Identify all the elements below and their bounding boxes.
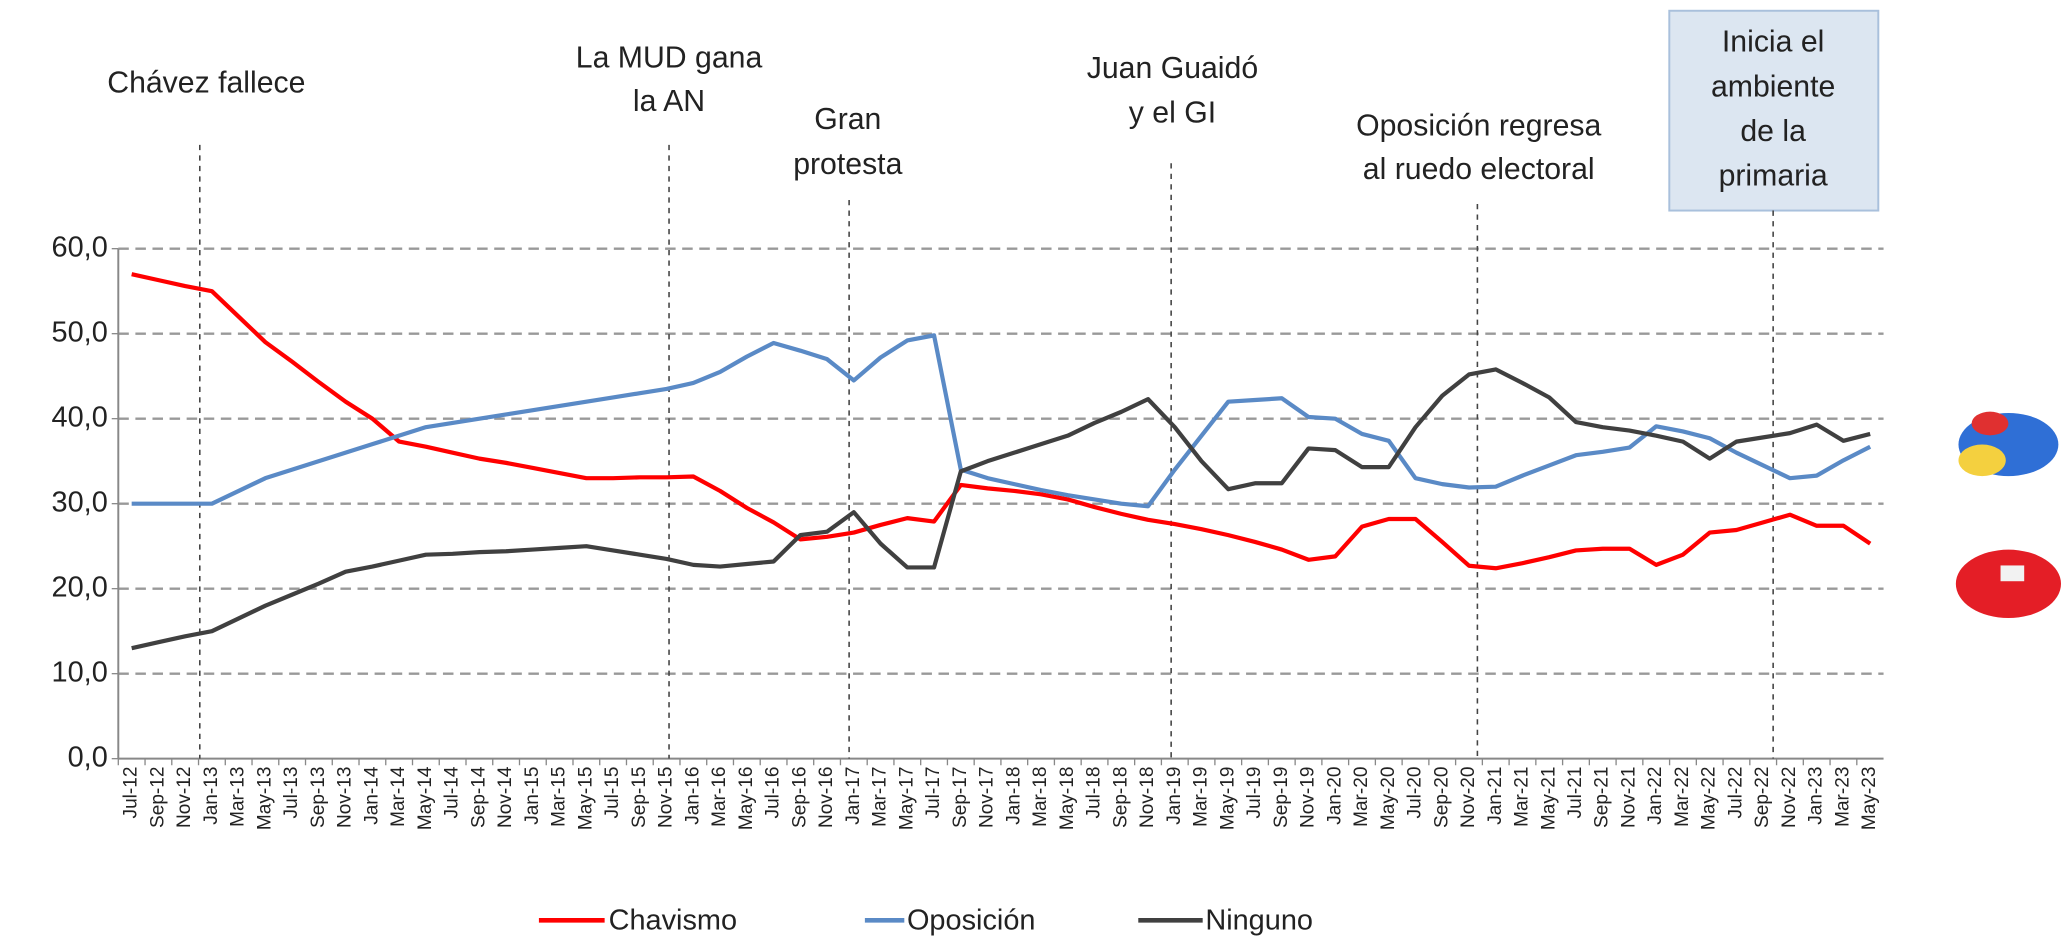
x-tick-label: Nov-13 [335, 767, 356, 828]
x-tick-label: May-14 [415, 766, 436, 830]
x-tick-label: Nov-12 [174, 767, 195, 828]
x-tick-label: Sep-18 [1110, 767, 1131, 828]
x-tick-label: Mar-19 [1191, 767, 1212, 827]
x-tick-label: Jan-13 [201, 767, 222, 825]
x-tick-label: Jul-12 [121, 767, 142, 819]
x-tick-label: Mar-22 [1672, 767, 1693, 827]
x-tick-label: Nov-14 [495, 766, 516, 828]
cap-chavismo [1955, 549, 2061, 619]
x-tick-label: May-18 [1057, 767, 1078, 831]
x-tick-label: Jan-21 [1485, 767, 1506, 825]
annotation: Gran [814, 103, 881, 136]
annotation: Juan Guaidó [1087, 52, 1258, 85]
annotation: y el GI [1129, 97, 1216, 130]
annotation: al ruedo electoral [1363, 153, 1595, 186]
x-tick-label: Sep-14 [468, 766, 489, 828]
x-tick-label: Mar-20 [1351, 767, 1372, 827]
series-line [131, 333, 1872, 509]
x-tick-label: Nov-18 [1137, 767, 1158, 828]
x-tick-label: Sep-12 [147, 767, 168, 828]
x-tick-label: Sep-21 [1592, 767, 1613, 828]
annotation: Oposición regresa [1356, 110, 1601, 143]
legend-label: Chavismo [609, 904, 738, 936]
x-tick-label: May-21 [1538, 767, 1559, 831]
x-tick-label: Nov-20 [1458, 767, 1479, 828]
x-tick-label: Sep-20 [1431, 767, 1452, 828]
x-tick-label: Mar-18 [1030, 767, 1051, 827]
x-tick-label: Sep-17 [950, 767, 971, 828]
annotation: la AN [633, 85, 705, 118]
x-tick-label: Jan-16 [682, 767, 703, 825]
annotation: primaria [1719, 160, 1828, 193]
x-tick-label: May-17 [896, 767, 917, 831]
annotation: ambiente [1711, 70, 1835, 103]
x-tick-label: Mar-14 [388, 766, 409, 827]
annotation: protesta [793, 148, 902, 181]
x-tick-label: Jan-23 [1806, 767, 1827, 825]
x-tick-label: Mar-21 [1512, 767, 1533, 827]
x-tick-label: Jul-16 [763, 767, 784, 819]
x-tick-label: May-13 [254, 767, 275, 831]
x-tick-label: Mar-23 [1832, 767, 1853, 827]
x-tick-label: Jul-14 [442, 766, 463, 818]
x-tick-label: Mar-13 [228, 767, 249, 827]
x-tick-label: Jul-19 [1244, 767, 1265, 819]
x-tick-label: Jan-22 [1645, 767, 1666, 825]
y-tick-label: 20,0 [52, 571, 108, 603]
x-tick-label: Mar-17 [870, 767, 891, 827]
series-line [131, 367, 1871, 651]
y-tick-label: 50,0 [52, 316, 108, 348]
x-tick-label: Jul-17 [923, 767, 944, 819]
annotation: La MUD gana [576, 41, 763, 74]
x-tick-label: Jan-14 [361, 766, 382, 825]
x-tick-label: Nov-17 [977, 767, 998, 828]
x-tick-label: Sep-16 [789, 767, 810, 828]
x-tick-label: May-20 [1378, 767, 1399, 831]
x-tick-label: May-15 [575, 767, 596, 831]
annotation-box [1668, 9, 1880, 212]
x-tick-label: Mar-15 [549, 767, 570, 827]
x-tick-label: Sep-22 [1752, 767, 1773, 828]
x-tick-label: Jan-18 [1003, 767, 1024, 825]
annotation: de la [1740, 115, 1806, 148]
y-tick-label: 10,0 [52, 656, 108, 688]
x-tick-label: Nov-16 [816, 767, 837, 828]
x-tick-label: Jul-13 [281, 767, 302, 819]
y-tick-label: 0,0 [68, 741, 108, 773]
annotation: Inicia el [1722, 26, 1824, 59]
x-tick-label: Jul-21 [1565, 767, 1586, 819]
x-tick-label: Mar-16 [709, 767, 730, 827]
x-tick-label: Jan-19 [1164, 767, 1185, 825]
x-tick-label: Jul-18 [1084, 767, 1105, 819]
x-tick-label: Nov-21 [1618, 767, 1639, 828]
cap-opposition [1958, 411, 2059, 477]
x-tick-label: Jan-15 [522, 767, 543, 825]
x-tick-label: May-19 [1217, 767, 1238, 831]
x-tick-label: Sep-19 [1271, 767, 1292, 828]
x-tick-label: Jul-15 [602, 767, 623, 819]
x-tick-label: Nov-15 [656, 767, 677, 828]
x-tick-label: Jan-20 [1324, 767, 1345, 825]
y-tick-label: 60,0 [52, 231, 108, 263]
x-tick-label: May-16 [736, 767, 757, 831]
y-tick-label: 40,0 [52, 401, 108, 433]
annotation: Chávez fallece [107, 66, 305, 99]
legend-label: Oposición [907, 904, 1036, 936]
x-tick-label: Sep-15 [629, 767, 650, 828]
x-tick-label: May-23 [1859, 767, 1880, 831]
x-tick-label: Jul-20 [1405, 767, 1426, 819]
x-tick-label: Nov-19 [1298, 767, 1319, 828]
legend-label: Ninguno [1205, 904, 1313, 936]
x-tick-label: Jan-17 [843, 767, 864, 825]
x-tick-label: May-22 [1699, 767, 1720, 831]
x-tick-label: Sep-13 [308, 767, 329, 828]
x-tick-label: Jul-22 [1725, 767, 1746, 819]
series-line [131, 272, 1872, 571]
y-tick-label: 30,0 [52, 486, 108, 518]
x-tick-label: Nov-22 [1779, 767, 1800, 828]
